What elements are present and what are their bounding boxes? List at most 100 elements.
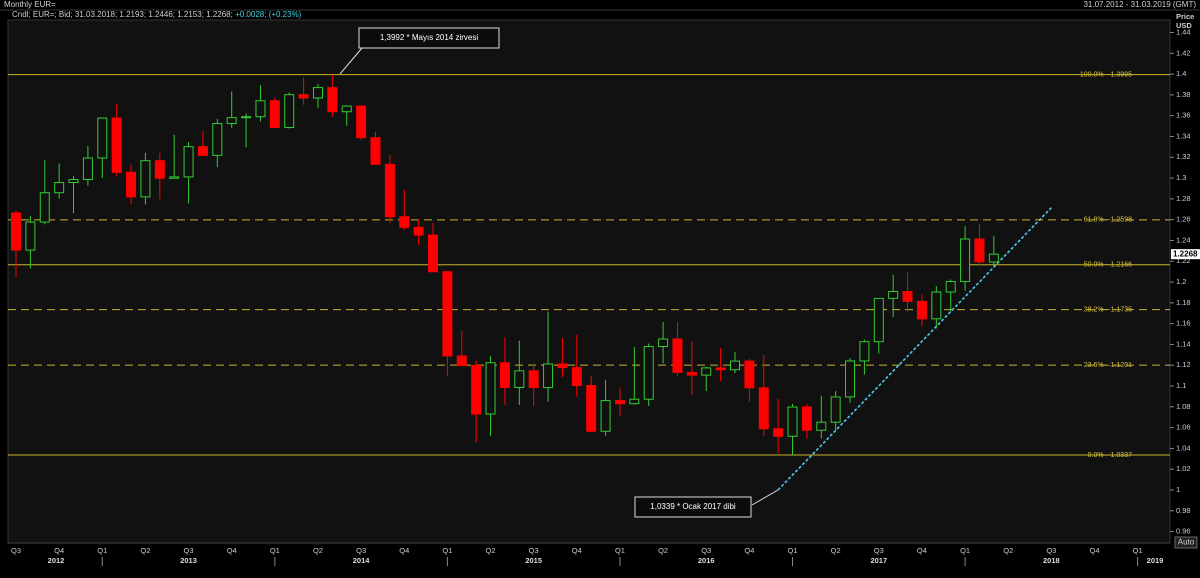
candle-body <box>442 271 453 357</box>
candle-body <box>341 105 352 113</box>
candle-body <box>255 100 266 118</box>
x-tick-label: Q2 <box>658 546 668 555</box>
candle-body <box>672 338 683 373</box>
chart-title: Monthly EUR= <box>4 0 56 9</box>
candle-body <box>931 291 942 320</box>
level-label: 23.6%—1.1201 <box>1084 362 1132 369</box>
x-tick-label: Q1 <box>442 546 452 555</box>
auto-button[interactable]: Auto <box>1174 536 1198 549</box>
level-label: 38.2%—1.1735 <box>1084 306 1132 313</box>
candle-body <box>730 360 740 371</box>
y-tick-label: 1.2 <box>1176 277 1186 286</box>
candle-body <box>758 387 769 430</box>
y-tick-label: 1.42 <box>1176 48 1191 57</box>
x-tick-label: Q1 <box>960 546 970 555</box>
candle-body <box>183 146 194 178</box>
plot-area <box>7 19 1171 544</box>
x-tick-label: Q3 <box>701 546 711 555</box>
candle-body <box>773 428 784 437</box>
candle-body <box>226 117 237 125</box>
x-tick-label: Q2 <box>1003 546 1013 555</box>
candle-body <box>68 179 79 184</box>
candle-body <box>413 226 424 236</box>
y-tick-label: 1.08 <box>1176 402 1191 411</box>
y-tick-label: 1.24 <box>1176 235 1191 244</box>
candle-body <box>140 160 151 198</box>
button-label[interactable]: Auto <box>1178 538 1195 547</box>
candle-body <box>126 171 137 198</box>
candle-body <box>945 281 956 293</box>
level-label: 0.0%—1.0337 <box>1088 452 1132 459</box>
candle-body <box>284 94 295 129</box>
candle-body <box>658 338 669 348</box>
candle-body <box>801 406 812 431</box>
y-axis-label: Price <box>1176 12 1194 21</box>
year-label: 2018 <box>1043 556 1060 565</box>
candle-body <box>154 160 165 179</box>
y-axis-label: USD <box>1176 21 1192 30</box>
y-tick-label: 1.1 <box>1176 381 1186 390</box>
y-tick-label: 1.14 <box>1176 339 1191 348</box>
y-tick-label: 1.06 <box>1176 423 1191 432</box>
button-frame[interactable] <box>1174 536 1198 549</box>
candle-body <box>614 400 625 405</box>
year-label: 2017 <box>870 556 887 565</box>
candle-body <box>960 238 971 283</box>
candle-body <box>485 362 496 415</box>
x-tick-label: Q3 <box>356 546 366 555</box>
y-tick-label: 1.38 <box>1176 90 1191 99</box>
y-tick-label: 1.26 <box>1176 215 1191 224</box>
date-range: 31.07.2012 - 31.03.2019 (GMT) <box>1083 0 1196 9</box>
candle-body <box>471 365 482 415</box>
y-tick-label: 0.96 <box>1176 527 1191 536</box>
x-tick-label: Q1 <box>615 546 625 555</box>
candle-body <box>384 163 395 218</box>
candle-body <box>873 297 884 343</box>
candle-body <box>543 363 554 389</box>
candle-body <box>399 216 410 228</box>
candle-body <box>241 116 252 119</box>
x-tick-label: Q3 <box>1046 546 1056 555</box>
candle-body <box>787 406 798 437</box>
y-tick-label: 1.04 <box>1176 443 1191 452</box>
x-tick-label: Q1 <box>788 546 798 555</box>
candle-body <box>499 362 510 388</box>
year-label: 2013 <box>180 556 197 565</box>
x-tick-label: Q1 <box>1133 546 1143 555</box>
annotation: 1,0339 * Ocak 2017 dibi <box>650 502 736 511</box>
candle-body <box>327 87 338 113</box>
candle-body <box>701 367 712 376</box>
candle-body <box>528 370 539 389</box>
candle-body <box>557 363 568 369</box>
x-tick-label: Q1 <box>270 546 280 555</box>
candle-body <box>82 157 93 181</box>
y-tick-label: 1.22 <box>1176 256 1191 265</box>
year-label: 2015 <box>525 556 542 565</box>
y-tick-label: 1.02 <box>1176 464 1191 473</box>
candle-body <box>54 182 65 194</box>
candle-body <box>629 398 640 405</box>
x-tick-label: Q2 <box>140 546 150 555</box>
candle-body <box>974 238 985 263</box>
trend-line <box>777 206 1053 491</box>
candle-body <box>902 291 913 302</box>
x-tick-label: Q2 <box>486 546 496 555</box>
candle-body <box>988 253 999 263</box>
level-label: 50.0%—1.2166 <box>1084 262 1132 269</box>
candle-body <box>888 291 899 299</box>
annotation: 1,3992 * Mayıs 2014 zirvesi <box>380 33 478 42</box>
candle-body <box>212 123 223 156</box>
y-tick-label: 1.34 <box>1176 131 1191 140</box>
x-tick-label: Q3 <box>874 546 884 555</box>
y-tick-label: 1.4 <box>1176 69 1186 78</box>
x-tick-label: Q4 <box>1089 546 1099 555</box>
x-tick-label: Q4 <box>54 546 64 555</box>
candle-body <box>298 94 309 99</box>
candle-body <box>370 137 381 165</box>
legend-values: Cndl; EUR=; Bid; 31.03.2018; 1.2193; 1.2… <box>12 10 233 19</box>
year-label: 2019 <box>1147 556 1164 565</box>
y-tick-label: 1.28 <box>1176 194 1191 203</box>
candle-body <box>571 367 582 387</box>
candle-body <box>514 370 525 388</box>
x-tick-label: Q1 <box>97 546 107 555</box>
